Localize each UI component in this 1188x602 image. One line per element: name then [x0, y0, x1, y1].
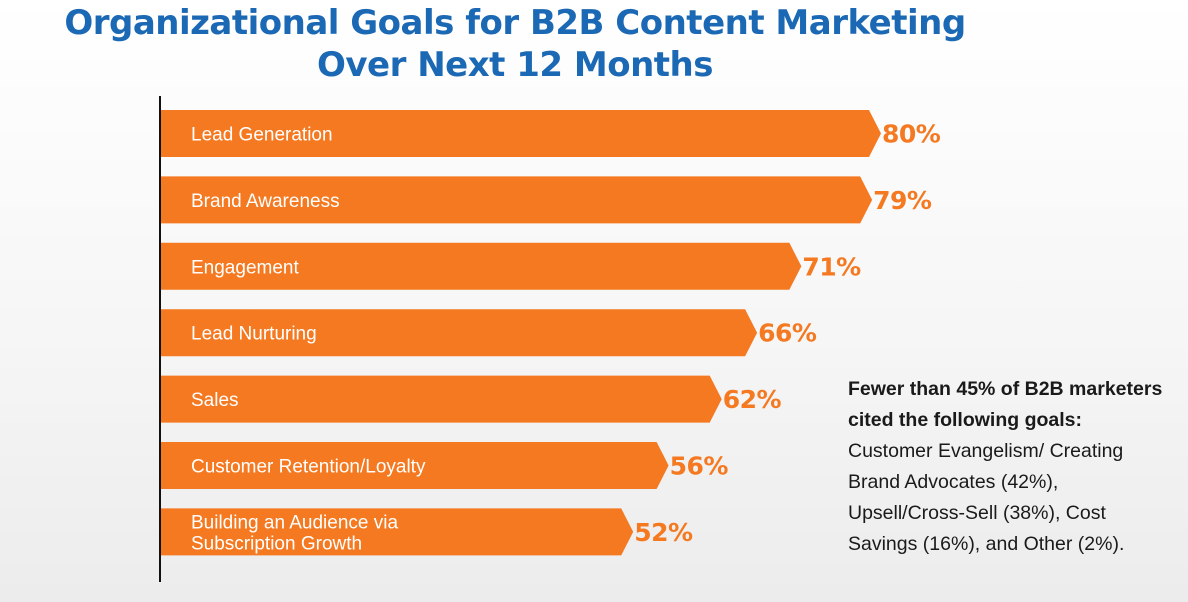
chart-title: Organizational Goals for B2B Content Mar…: [0, 2, 1030, 86]
bar: [161, 110, 881, 157]
bar: [161, 508, 634, 556]
bar-category-label: Lead Generation: [191, 125, 333, 146]
bar: [161, 375, 722, 423]
bars-group: Lead Generation 80% Brand Awareness 79% Enga…: [161, 110, 941, 556]
bar-category-label: Lead Nurturing: [191, 324, 317, 345]
bar: [161, 176, 873, 224]
bar-value-label: 71%: [802, 252, 861, 281]
footnote-text: Customer Evangelism/ Creating Brand Advo…: [848, 440, 1125, 555]
bar-value-label: 79%: [873, 186, 932, 215]
bar-value-label: 62%: [723, 385, 782, 414]
bar-value-label: 80%: [882, 120, 941, 149]
bar-value-label: 52%: [634, 518, 693, 547]
bar-category-label: Engagement: [191, 257, 299, 278]
bar-value-label: 56%: [670, 452, 729, 481]
chart-title-line-2: Over Next 12 Months: [316, 45, 714, 85]
footnote-bold: Fewer than 45% of B2B marketers cited th…: [848, 378, 1163, 431]
bar-category-label: Sales: [191, 390, 239, 411]
bar: [161, 309, 758, 357]
footnote: Fewer than 45% of B2B marketers cited th…: [848, 374, 1168, 560]
bar: [161, 442, 669, 489]
bar-value-label: 66%: [758, 319, 817, 348]
bar: [161, 242, 802, 290]
bar-category-label: Customer Retention/Loyalty: [191, 457, 426, 478]
bar-category-label: Brand Awareness: [191, 191, 340, 212]
chart-title-line-1: Organizational Goals for B2B Content Mar…: [64, 3, 966, 43]
bar-category-label: Building an Audience via Subscription Gro…: [191, 512, 398, 554]
